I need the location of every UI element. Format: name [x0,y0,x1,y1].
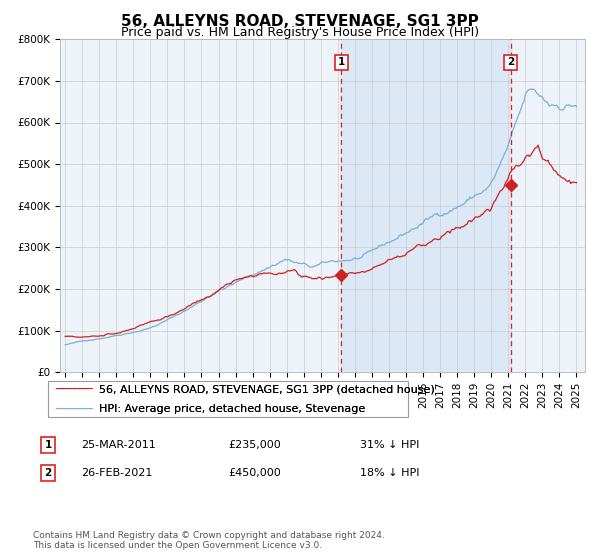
Text: 25-MAR-2011: 25-MAR-2011 [81,440,156,450]
Text: 1: 1 [44,440,52,450]
Text: HPI: Average price, detached house, Stevenage: HPI: Average price, detached house, Stev… [99,404,365,414]
Text: 31% ↓ HPI: 31% ↓ HPI [360,440,419,450]
Text: Price paid vs. HM Land Registry's House Price Index (HPI): Price paid vs. HM Land Registry's House … [121,26,479,39]
Text: Contains HM Land Registry data © Crown copyright and database right 2024.
This d: Contains HM Land Registry data © Crown c… [33,530,385,550]
Text: 18% ↓ HPI: 18% ↓ HPI [360,468,419,478]
Text: 2: 2 [507,57,514,67]
Text: ─────: ───── [55,384,92,396]
Text: £450,000: £450,000 [228,468,281,478]
Text: HPI: Average price, detached house, Stevenage: HPI: Average price, detached house, Stev… [99,404,365,414]
Text: 56, ALLEYNS ROAD, STEVENAGE, SG1 3PP (detached house): 56, ALLEYNS ROAD, STEVENAGE, SG1 3PP (de… [99,385,435,395]
Text: £235,000: £235,000 [228,440,281,450]
Text: ─────: ───── [55,403,92,416]
Text: 1: 1 [338,57,345,67]
Text: 2: 2 [44,468,52,478]
Text: 26-FEB-2021: 26-FEB-2021 [81,468,152,478]
Text: ─────: ───── [55,384,92,396]
Bar [341,39,511,372]
Text: ─────: ───── [55,403,92,416]
Text: 56, ALLEYNS ROAD, STEVENAGE, SG1 3PP (detached house): 56, ALLEYNS ROAD, STEVENAGE, SG1 3PP (de… [99,385,435,395]
Text: 56, ALLEYNS ROAD, STEVENAGE, SG1 3PP: 56, ALLEYNS ROAD, STEVENAGE, SG1 3PP [121,14,479,29]
